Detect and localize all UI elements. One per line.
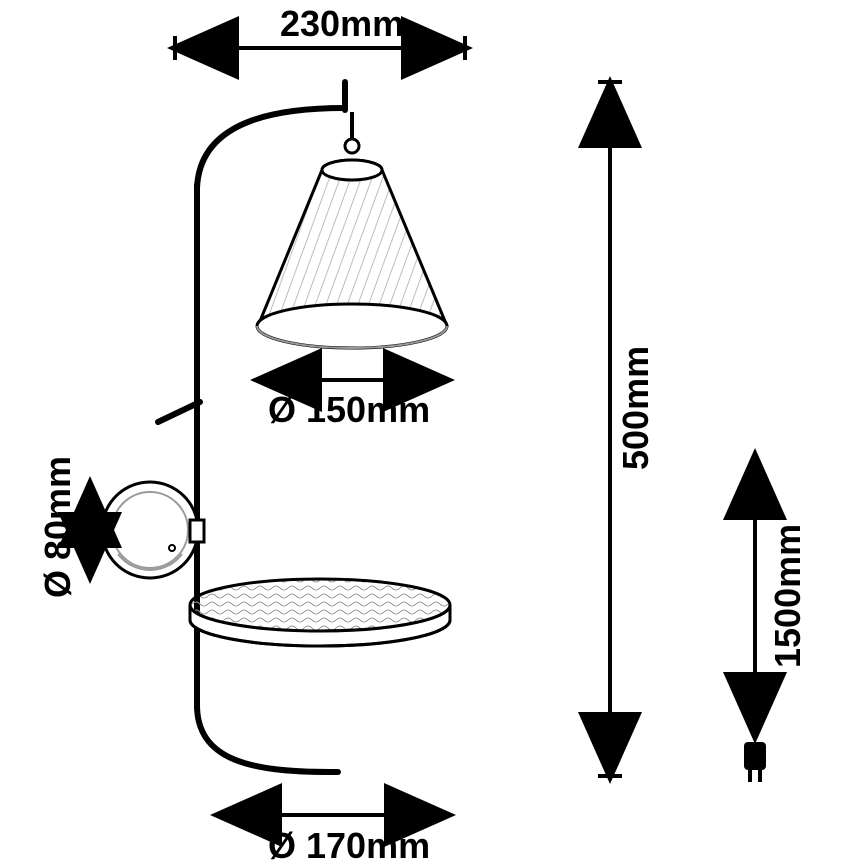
dim-top-width-label: 230mm (280, 3, 404, 44)
diagram-canvas: 230mm 500mm Ø 150mm Ø 80mm Ø 170mm 1500m… (0, 0, 868, 868)
dim-plate: Ø 170mm (218, 815, 448, 866)
dim-shade-label: Ø 150mm (268, 389, 430, 430)
frame-bottom-curve (197, 705, 330, 772)
dim-base-label: Ø 80mm (37, 456, 78, 598)
dim-height-label: 500mm (615, 346, 656, 470)
lampshade (257, 112, 447, 348)
dim-plate-label: Ø 170mm (268, 825, 430, 866)
dim-base: Ø 80mm (37, 456, 90, 598)
plug-icon (744, 742, 766, 782)
dim-cord-label: 1500mm (767, 524, 808, 668)
frame-peg (158, 402, 200, 422)
dim-height: 500mm (598, 82, 656, 776)
dim-top-width: 230mm (175, 3, 465, 60)
dim-cord: 1500mm (744, 452, 808, 782)
wall-base (102, 482, 204, 578)
dim-shade: Ø 150mm (258, 380, 447, 430)
shelf-plate (190, 579, 450, 646)
